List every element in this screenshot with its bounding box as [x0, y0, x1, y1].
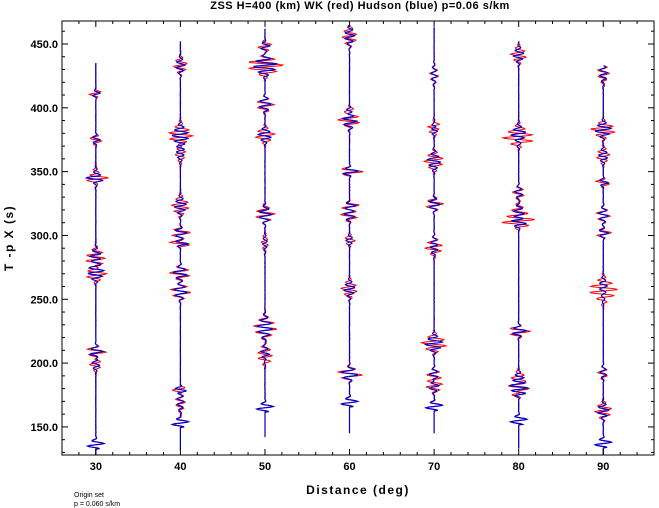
y-tick-label: 350.0 — [30, 167, 58, 179]
hudson-trace-80 — [508, 41, 530, 449]
x-tick-label: 50 — [259, 461, 271, 473]
y-tick-label: 150.0 — [30, 422, 58, 434]
hudson-trace-90 — [593, 65, 614, 455]
x-tick-label: 90 — [597, 461, 609, 473]
x-tick-label: 80 — [513, 461, 525, 473]
x-tick-label: 60 — [343, 461, 355, 473]
wk-trace-30 — [84, 62, 110, 455]
y-tick-label: 250.0 — [30, 294, 58, 306]
hudson-trace-40 — [170, 41, 191, 450]
x-axis-label: Distance (deg) — [306, 483, 410, 497]
plot-frame — [61, 20, 655, 456]
footnote-origin: Origin set — [74, 492, 104, 499]
trace-group — [84, 24, 618, 455]
chart-title: ZSS H=400 (km) WK (red) Hudson (blue) p=… — [210, 0, 510, 12]
hudson-trace-60 — [339, 24, 361, 434]
x-tick-label: 30 — [90, 461, 102, 473]
x-tick-label: 40 — [174, 461, 186, 473]
x-tick-label: 70 — [428, 461, 440, 473]
hudson-trace-30 — [84, 63, 107, 455]
wk-trace-50 — [247, 28, 285, 438]
hudson-trace-50 — [253, 28, 279, 438]
y-axis-label: T -p X (s) — [2, 205, 16, 271]
y-axis-ticks: 150.0 200.0 250.0 300.0 350.0 400.0 450.0 — [30, 30, 654, 453]
footnote-slowness: p = 0.060 s/km — [74, 501, 120, 508]
y-tick-label: 300.0 — [30, 230, 58, 242]
y-tick-label: 200.0 — [30, 358, 58, 370]
hudson-trace-70 — [423, 27, 445, 434]
y-tick-label: 400.0 — [30, 103, 58, 115]
y-tick-label: 450.0 — [30, 39, 58, 51]
x-axis-ticks: 30 40 50 60 70 80 90 — [61, 21, 655, 473]
